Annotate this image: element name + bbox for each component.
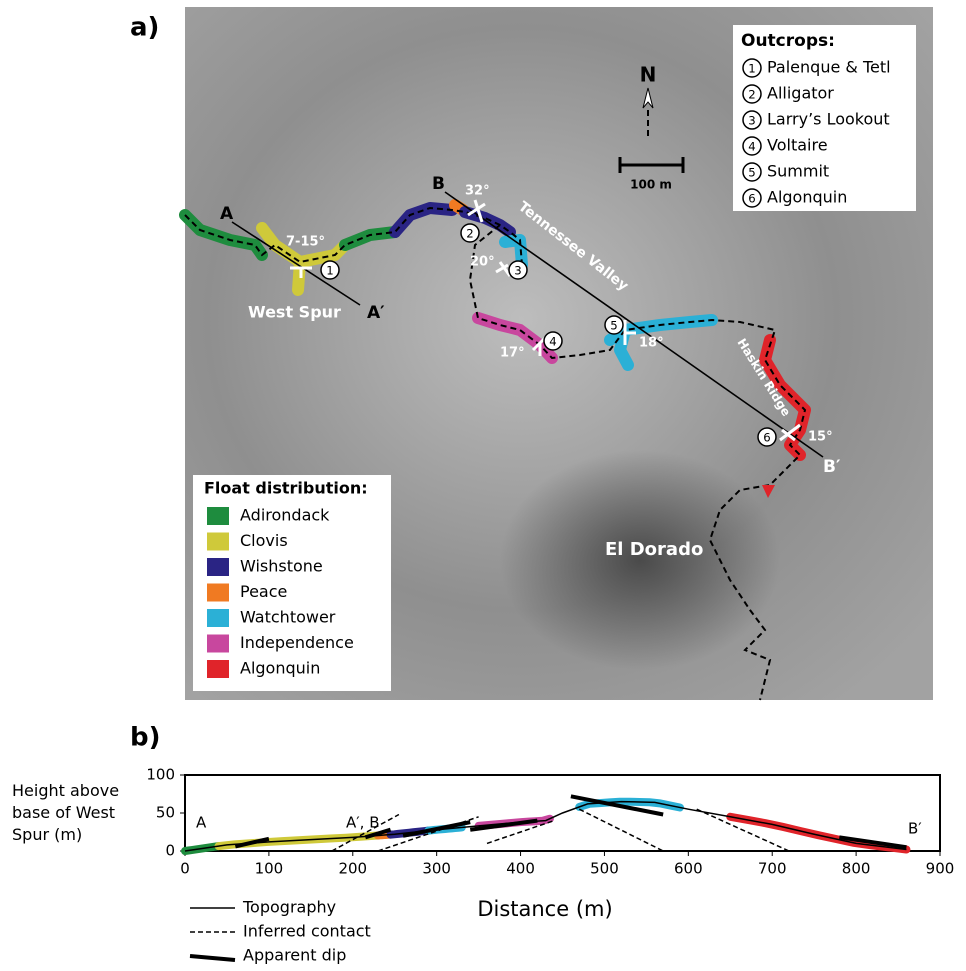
crater-shade <box>500 450 780 670</box>
dip-label: 15° <box>808 430 833 445</box>
outcrop-number: 5 <box>748 166 755 180</box>
outcrop-number: 5 <box>610 319 617 333</box>
section-label: B′ <box>823 457 841 477</box>
inferred-contact <box>579 809 663 851</box>
outcrop-name: Algonquin <box>767 188 847 207</box>
outcrop-number: 3 <box>514 264 521 278</box>
outcrop-name: Alligator <box>767 84 834 103</box>
y-tick-label: 50 <box>156 804 175 822</box>
panel-label: a) <box>130 13 159 43</box>
outcrop-number: 3 <box>748 114 755 128</box>
legend-swatch <box>207 507 229 525</box>
x-tick-label: 300 <box>422 860 451 878</box>
legend-swatch <box>207 660 229 678</box>
legend-swatch <box>207 635 229 653</box>
x-tick-label: 500 <box>590 860 619 878</box>
y-axis-label: Height above base of West Spur (m) <box>12 780 137 846</box>
legend-swatch <box>207 533 229 551</box>
place-label: El Dorado <box>605 539 703 560</box>
outcrop-number: 2 <box>466 227 473 241</box>
section-label: A <box>220 204 234 224</box>
panel-label: b) <box>130 723 161 753</box>
annotation: A′, B <box>346 814 380 832</box>
page: a)N100 mWest SpurTennessee ValleyHaskin … <box>0 0 966 971</box>
legend-label: Adirondack <box>240 506 330 525</box>
legend-label: Algonquin <box>240 659 320 678</box>
x-tick-label: 200 <box>338 860 367 878</box>
dip-label: 20° <box>470 255 495 270</box>
outcrop-name: Palenque & Tetl <box>767 58 891 77</box>
annotation: A <box>196 814 207 832</box>
outcrop-number: 1 <box>748 62 755 76</box>
outcrop-number: 6 <box>748 192 755 206</box>
y-tick-label: 100 <box>146 766 175 784</box>
dip-label: 7-15° <box>286 235 325 250</box>
outcrop-number: 1 <box>326 264 333 278</box>
north-label: N <box>640 63 657 87</box>
outcrop-name: Voltaire <box>767 136 828 155</box>
legend-label: Inferred contact <box>243 922 371 941</box>
legend-swatch <box>207 584 229 602</box>
outcrops-title: Outcrops: <box>741 31 835 51</box>
legend-swatch <box>207 609 229 627</box>
y-tick-label: 0 <box>165 842 175 860</box>
outcrop-number: 4 <box>748 140 755 154</box>
x-tick-label: 100 <box>255 860 284 878</box>
dip-label: 32° <box>465 184 490 199</box>
outcrop-number: 2 <box>748 88 755 102</box>
x-tick-label: 600 <box>674 860 703 878</box>
legend-label: Topography <box>242 898 336 917</box>
x-tick-label: 0 <box>180 860 190 878</box>
float-title: Float distribution: <box>204 479 368 498</box>
figure: a)N100 mWest SpurTennessee ValleyHaskin … <box>0 0 966 971</box>
legend-label: Peace <box>240 582 287 601</box>
x-tick-label: 900 <box>926 860 955 878</box>
x-tick-label: 400 <box>506 860 535 878</box>
legend-label: Apparent dip <box>243 946 346 965</box>
dip-label: 18° <box>639 336 664 351</box>
place-label: West Spur <box>248 303 341 322</box>
outcrop-name: Summit <box>767 162 829 181</box>
x-tick-label: 700 <box>758 860 787 878</box>
legend-label: Clovis <box>240 531 288 550</box>
section-label: A′ <box>367 303 385 323</box>
outcrop-name: Larry’s Lookout <box>767 110 890 129</box>
legend-swatch <box>207 558 229 576</box>
x-axis-label: Distance (m) <box>477 897 612 921</box>
scale-label: 100 m <box>630 178 672 192</box>
section-label: B <box>432 174 445 194</box>
legend-line <box>190 956 235 960</box>
chart-legend-lines <box>190 908 235 960</box>
legend-label: Watchtower <box>240 608 336 627</box>
outcrop-number: 4 <box>549 335 556 349</box>
outcrop-number: 6 <box>763 431 770 445</box>
dip-label: 17° <box>500 346 525 361</box>
legend-label: Wishstone <box>240 557 323 576</box>
x-tick-label: 800 <box>842 860 871 878</box>
legend-label: Independence <box>240 633 354 652</box>
annotation: B′ <box>908 820 922 838</box>
